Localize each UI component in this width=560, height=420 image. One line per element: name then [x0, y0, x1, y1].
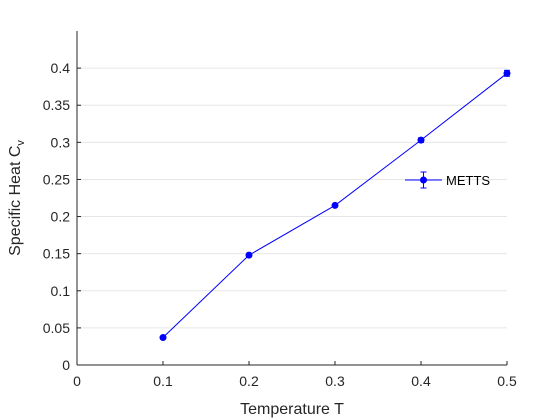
- legend: METTS: [405, 171, 490, 189]
- x-tick-label: 0.3: [325, 373, 345, 389]
- data-point: [503, 69, 511, 77]
- axes: [76, 31, 507, 366]
- y-tick-label: 0.2: [51, 209, 71, 225]
- gridlines: [77, 67, 507, 329]
- y-tick-label: 0: [62, 357, 70, 373]
- y-axis-label-text: Specific Heat C: [7, 146, 24, 256]
- y-tick-label: 0.35: [43, 97, 70, 113]
- legend-marker: [420, 176, 427, 184]
- x-ticks: 0 0.1 0.2 0.3 0.4 0.5: [73, 361, 517, 389]
- legend-label: METTS: [446, 173, 490, 188]
- data-point: [159, 334, 167, 342]
- y-ticks: 0 0.05 0.1 0.15 0.2 0.25 0.3 0.35 0.4: [43, 60, 81, 373]
- data-point: [331, 201, 339, 209]
- y-tick-label: 0.05: [43, 320, 70, 336]
- y-tick-label: 0.1: [51, 283, 71, 299]
- y-tick-label: 0.15: [43, 246, 70, 262]
- y-tick-label: 0.25: [43, 171, 70, 187]
- y-axis-label-subscript: v: [15, 140, 27, 146]
- data-point: [245, 251, 253, 259]
- x-tick-label: 0: [73, 373, 81, 389]
- y-axis-label: Specific Heat Cv: [7, 140, 27, 256]
- x-tick-label: 0.4: [411, 373, 431, 389]
- x-axis-label: Temperature T: [240, 401, 344, 418]
- y-tick-label: 0.4: [51, 60, 71, 76]
- series-metts: [159, 69, 511, 342]
- x-tick-label: 0.1: [153, 373, 173, 389]
- data-point: [417, 136, 425, 144]
- x-tick-label: 0.2: [239, 373, 259, 389]
- x-tick-label: 0.5: [497, 373, 517, 389]
- y-tick-label: 0.3: [51, 134, 71, 150]
